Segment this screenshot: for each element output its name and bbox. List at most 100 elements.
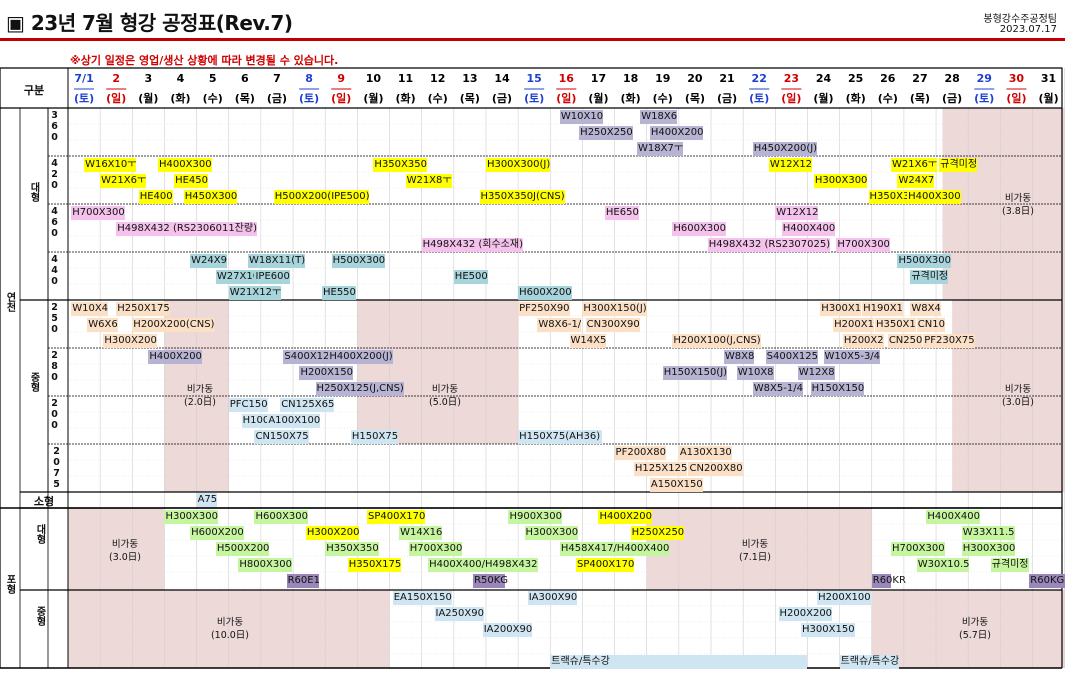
production-bar[interactable]: W12X12 xyxy=(768,158,813,172)
production-bar[interactable]: H500X300 xyxy=(897,254,952,268)
production-bar[interactable]: R60KR xyxy=(871,574,906,588)
production-bar[interactable]: W10X10 xyxy=(559,110,604,124)
production-bar[interactable]: H350X1 xyxy=(874,318,916,332)
production-bar[interactable]: H600X300 xyxy=(672,222,726,236)
production-bar[interactable]: W10X5-3/4 xyxy=(823,350,881,364)
production-bar[interactable]: H300X200 xyxy=(305,526,360,540)
production-bar[interactable]: W10X8 xyxy=(736,366,774,380)
production-bar[interactable]: W16X10ㅜ xyxy=(84,158,137,172)
production-bar[interactable]: W18X6 xyxy=(640,110,678,124)
production-bar[interactable]: W33X11.5 xyxy=(961,526,1015,540)
production-bar[interactable]: CN250 xyxy=(887,334,923,348)
production-bar[interactable]: H250X250 xyxy=(579,126,633,140)
production-bar[interactable]: 규격미정 xyxy=(939,158,978,172)
production-bar[interactable]: R60KG xyxy=(1029,574,1065,588)
production-bar[interactable]: H200X150 xyxy=(299,366,354,380)
production-bar[interactable]: H400X300 xyxy=(158,158,212,172)
production-bar[interactable]: W8X6-1/ xyxy=(537,318,582,332)
production-bar[interactable]: H250X175 xyxy=(116,302,170,316)
production-bar[interactable]: H400X200 xyxy=(649,126,704,140)
production-bar[interactable]: W6X6 xyxy=(87,318,118,332)
production-bar[interactable]: H700X300 xyxy=(891,542,945,556)
production-bar[interactable]: IA300X90 xyxy=(527,591,578,605)
production-bar[interactable]: H600X200 xyxy=(518,286,572,300)
production-bar[interactable]: W12X12 xyxy=(775,206,819,220)
production-bar[interactable]: H200X200 xyxy=(778,607,833,621)
production-bar[interactable]: W30X10.5 xyxy=(916,558,970,572)
production-bar[interactable]: PF250X90 xyxy=(518,302,570,316)
production-bar[interactable]: PFC150 xyxy=(228,398,268,412)
production-bar[interactable]: H450X200(J) xyxy=(752,142,818,156)
production-bar[interactable]: H450X300 xyxy=(183,190,238,204)
production-bar[interactable]: H500X300 xyxy=(331,254,386,268)
production-bar[interactable]: W12X8 xyxy=(797,366,835,380)
production-bar[interactable]: H700X300 xyxy=(71,206,125,220)
production-bar[interactable]: HE550 xyxy=(321,286,356,300)
production-bar[interactable]: H350X350 xyxy=(325,542,379,556)
production-bar[interactable]: H150X150 xyxy=(810,382,865,396)
production-bar[interactable]: HE400 xyxy=(138,190,173,204)
production-bar[interactable]: H300X300 xyxy=(524,526,579,540)
production-bar[interactable]: W21X8ㅜ xyxy=(405,174,452,188)
production-bar[interactable]: H200X100 xyxy=(817,591,871,605)
production-bar[interactable]: H250X125(J,CNS) xyxy=(315,382,404,396)
production-bar[interactable]: HE650 xyxy=(604,206,639,220)
production-bar[interactable]: 규격미정 xyxy=(910,270,949,284)
production-bar[interactable]: CN200X80 xyxy=(688,462,743,476)
production-bar[interactable]: H498X432 (회수소재) xyxy=(421,238,523,252)
production-bar[interactable]: H400X200(J) xyxy=(328,350,393,364)
production-bar[interactable]: CN150X75 xyxy=(254,430,309,444)
production-bar[interactable]: H500X200 xyxy=(215,542,270,556)
production-bar[interactable]: W21X12ㅜ xyxy=(228,286,282,300)
production-bar[interactable]: H300X300 xyxy=(164,510,218,524)
production-bar[interactable]: H400X400 xyxy=(926,510,980,524)
production-bar[interactable]: H350X175 xyxy=(347,558,402,572)
production-bar[interactable]: H125X125 xyxy=(633,462,688,476)
production-bar[interactable]: HE500 xyxy=(453,270,488,284)
production-bar[interactable]: A130X130 xyxy=(678,446,732,460)
production-bar[interactable]: 규격미정 xyxy=(990,558,1029,572)
production-bar[interactable]: H600X200 xyxy=(190,526,244,540)
production-bar[interactable]: IA200X90 xyxy=(482,623,533,637)
production-bar[interactable]: S400X125 xyxy=(765,350,819,364)
production-bar[interactable]: H300X1 xyxy=(820,302,862,316)
production-bar[interactable]: H400X200 xyxy=(148,350,202,364)
production-bar[interactable]: IPE600 xyxy=(254,270,290,284)
production-bar[interactable]: H190X1 xyxy=(862,302,903,316)
production-bar[interactable]: R60E1 xyxy=(286,574,320,588)
production-bar[interactable]: A100X100 xyxy=(267,414,321,428)
production-bar[interactable]: H300X200 xyxy=(103,334,157,348)
production-bar[interactable]: H300X300 xyxy=(961,542,1016,556)
production-bar[interactable]: W18X11(T) xyxy=(248,254,306,268)
production-bar[interactable]: EA150X150 xyxy=(392,591,452,605)
production-bar[interactable]: W21X6ㅜ xyxy=(891,158,938,172)
production-bar[interactable]: H350X350 xyxy=(373,158,427,172)
production-bar[interactable]: HE450 xyxy=(174,174,209,188)
production-bar[interactable]: H200X200(CNS) xyxy=(132,318,215,332)
production-bar[interactable]: W8X4 xyxy=(910,302,941,316)
production-bar[interactable]: H400X300 xyxy=(907,190,961,204)
production-bar[interactable]: H300X300(J) xyxy=(485,158,551,172)
production-bar[interactable]: W14X5 xyxy=(569,334,607,348)
production-bar[interactable]: A75 xyxy=(196,493,218,507)
production-bar[interactable]: H500X200(IPE500) xyxy=(273,190,370,204)
production-bar[interactable]: W18X7ㅜ xyxy=(637,142,684,156)
production-bar[interactable]: SP400X170 xyxy=(366,510,426,524)
production-bar[interactable]: H400X200 xyxy=(598,510,653,524)
production-bar[interactable]: R50KG xyxy=(473,574,509,588)
production-bar[interactable]: CN125X65 xyxy=(280,398,335,412)
production-bar[interactable]: H200X2 xyxy=(842,334,884,348)
production-bar[interactable]: PF200X80 xyxy=(614,446,666,460)
production-bar[interactable]: H700X300 xyxy=(836,238,890,252)
production-bar[interactable]: A150X150 xyxy=(649,478,703,492)
production-bar[interactable]: H150X75(AH36) xyxy=(518,430,602,444)
production-bar[interactable]: W24X9 xyxy=(190,254,227,268)
production-bar[interactable]: H150X75 xyxy=(350,430,399,444)
production-bar[interactable]: W14X16 xyxy=(399,526,443,540)
production-bar[interactable]: H200X1 xyxy=(833,318,874,332)
production-bar[interactable]: H300X150(J) xyxy=(582,302,647,316)
production-bar[interactable]: W21X6ㅜ xyxy=(100,174,147,188)
production-bar[interactable]: H300X150 xyxy=(801,623,855,637)
production-bar[interactable]: H498X432 (RS2306011잔량) xyxy=(116,222,257,236)
production-bar[interactable]: H400X400/H498X432 xyxy=(428,558,538,572)
